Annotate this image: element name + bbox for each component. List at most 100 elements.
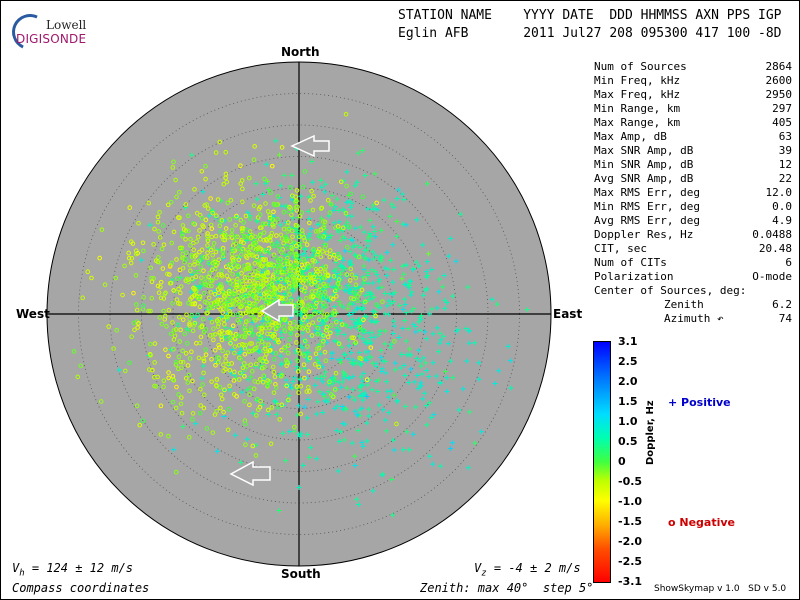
negative-doppler-point xyxy=(111,346,116,351)
negative-doppler-point xyxy=(290,246,295,252)
negative-doppler-point xyxy=(301,362,307,367)
negative-doppler-point xyxy=(243,254,249,259)
positive-doppler-point xyxy=(524,307,530,313)
positive-doppler-point xyxy=(346,375,352,381)
negative-doppler-point xyxy=(274,202,279,208)
negative-doppler-point xyxy=(183,257,189,262)
negative-doppler-point xyxy=(246,318,251,323)
negative-doppler-point xyxy=(127,360,132,366)
negative-doppler-point xyxy=(222,321,227,327)
negative-doppler-point xyxy=(204,202,209,207)
negative-doppler-point xyxy=(186,213,191,219)
negative-doppler-point xyxy=(304,242,310,247)
positive-doppler-point xyxy=(304,349,310,355)
positive-doppler-point xyxy=(376,332,382,338)
positive-doppler-point xyxy=(402,317,408,323)
positive-doppler-point xyxy=(417,327,423,333)
negative-doppler-point xyxy=(239,226,245,231)
negative-doppler-point xyxy=(215,359,221,365)
positive-doppler-point xyxy=(362,172,368,178)
negative-doppler-point xyxy=(260,304,266,310)
positive-doppler-point xyxy=(275,405,281,411)
negative-doppler-point xyxy=(225,330,231,335)
positive-doppler-point xyxy=(365,206,371,212)
positive-doppler-point xyxy=(376,279,382,285)
negative-doppler-point xyxy=(321,338,326,344)
positive-doppler-point xyxy=(264,335,270,341)
negative-doppler-point xyxy=(174,194,179,200)
negative-doppler-point xyxy=(262,364,267,370)
stat-label: Max Freq, kHz xyxy=(594,88,681,101)
positive-doppler-point xyxy=(287,429,293,435)
negative-doppler-point xyxy=(240,365,246,371)
negative-doppler-point xyxy=(271,209,276,215)
positive-doppler-point xyxy=(399,352,405,358)
negative-doppler-point xyxy=(272,220,278,225)
positive-doppler-point xyxy=(339,268,345,274)
negative-doppler-point xyxy=(327,254,333,260)
negative-doppler-point xyxy=(199,169,205,174)
negative-doppler-point xyxy=(251,386,257,392)
positive-doppler-point xyxy=(279,334,285,340)
negative-doppler-point xyxy=(120,292,125,298)
negative-doppler-point xyxy=(329,392,334,397)
positive-doppler-point xyxy=(375,285,381,291)
positive-doppler-point xyxy=(359,361,365,367)
negative-doppler-point xyxy=(317,272,323,277)
negative-doppler-point xyxy=(223,226,229,231)
legend-positive: + Positive xyxy=(668,396,731,409)
negative-doppler-point xyxy=(75,374,81,380)
negative-doppler-point xyxy=(324,325,330,330)
positive-doppler-point xyxy=(259,318,265,324)
negative-doppler-point xyxy=(271,243,277,248)
negative-doppler-point xyxy=(264,351,269,357)
negative-doppler-point xyxy=(325,283,331,288)
positive-doppler-point xyxy=(383,379,389,385)
negative-doppler-point xyxy=(221,181,227,187)
positive-doppler-point xyxy=(374,318,380,324)
positive-doppler-point xyxy=(399,263,405,269)
negative-doppler-point xyxy=(126,250,131,256)
negative-doppler-point xyxy=(199,324,205,330)
zenith-scale: Zenith: max 40° step 5° xyxy=(420,581,594,595)
positive-doppler-point xyxy=(406,380,412,386)
positive-doppler-point xyxy=(308,226,314,232)
positive-doppler-point xyxy=(446,253,452,259)
negative-doppler-point xyxy=(227,367,233,373)
negative-doppler-point xyxy=(288,298,294,303)
negative-doppler-point xyxy=(190,378,195,384)
negative-doppler-point xyxy=(287,320,293,326)
negative-doppler-point xyxy=(113,275,119,281)
negative-doppler-point xyxy=(284,383,289,389)
negative-doppler-point xyxy=(195,295,201,301)
negative-doppler-point xyxy=(136,220,141,226)
negative-doppler-point xyxy=(133,273,139,278)
negative-doppler-point xyxy=(349,335,355,341)
negative-doppler-point xyxy=(295,369,301,374)
negative-doppler-point xyxy=(344,272,350,277)
vh-text: = 124 ± 12 m/s xyxy=(24,561,134,575)
negative-doppler-point xyxy=(243,442,248,447)
positive-doppler-point xyxy=(489,296,495,302)
positive-doppler-point xyxy=(400,306,406,312)
positive-doppler-point xyxy=(392,360,398,366)
positive-doppler-point xyxy=(382,328,388,334)
negative-doppler-point xyxy=(258,329,264,335)
negative-doppler-point xyxy=(234,284,239,289)
positive-doppler-point xyxy=(429,306,435,312)
positive-doppler-point xyxy=(403,262,409,268)
positive-doppler-point xyxy=(344,199,350,205)
colorbar-tick: -1.5 xyxy=(618,515,643,528)
positive-doppler-point xyxy=(316,221,322,227)
positive-doppler-point xyxy=(372,228,378,234)
negative-doppler-point xyxy=(293,204,299,210)
positive-doppler-point xyxy=(382,265,388,271)
positive-doppler-point xyxy=(492,381,498,387)
negative-doppler-point xyxy=(223,353,228,359)
negative-doppler-point xyxy=(272,374,278,380)
negative-doppler-point xyxy=(294,253,300,259)
positive-doppler-point xyxy=(381,197,387,203)
negative-doppler-point xyxy=(208,290,214,295)
positive-doppler-point xyxy=(329,284,335,290)
positive-doppler-point xyxy=(464,358,470,364)
